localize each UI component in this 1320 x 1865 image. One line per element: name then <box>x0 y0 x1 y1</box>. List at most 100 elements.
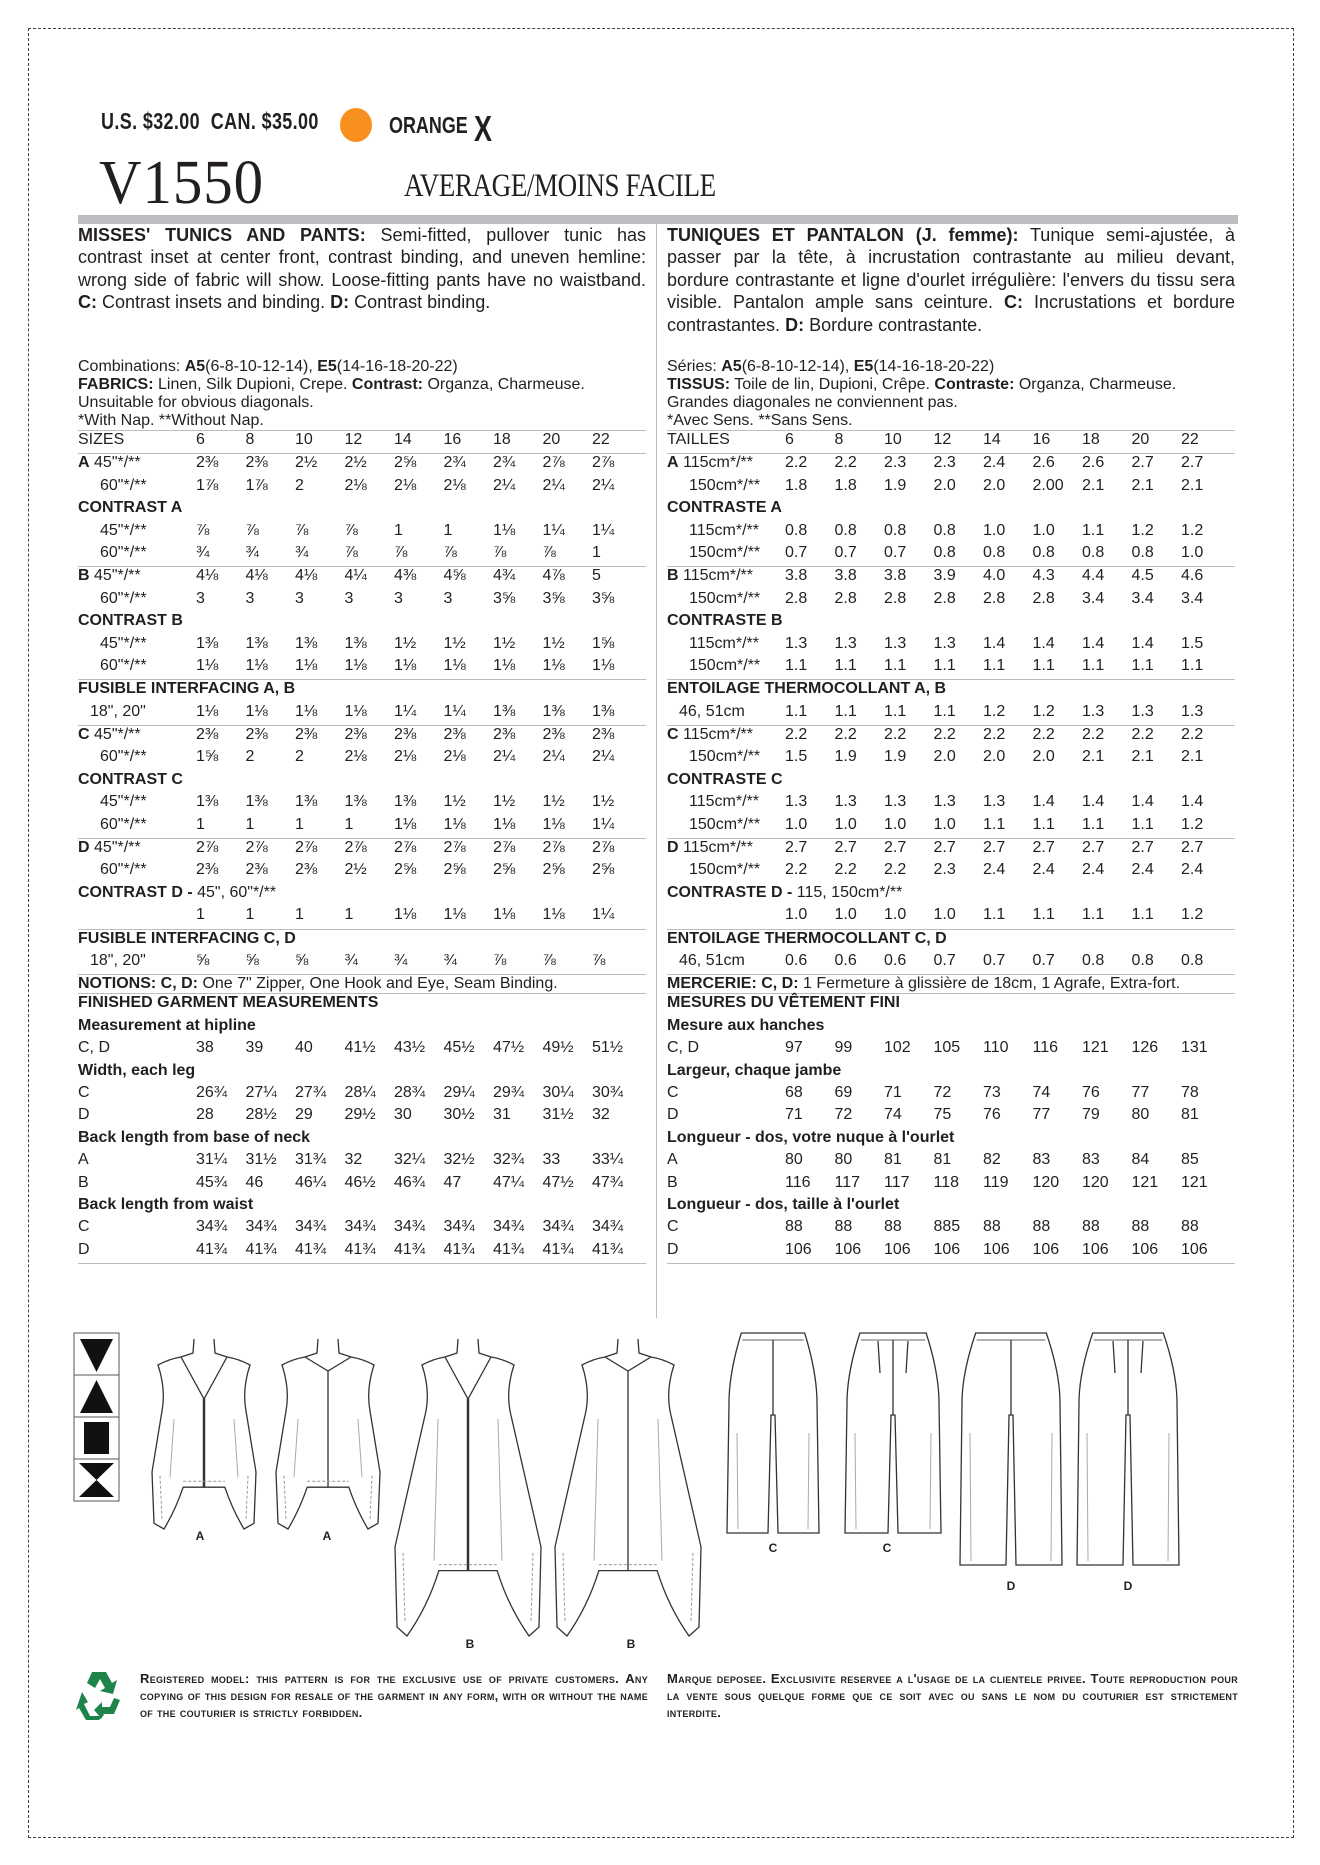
value-cell: 2.4 <box>983 861 1006 879</box>
heading-text: Measurement at hipline <box>78 1016 256 1034</box>
table-row: 115cm*/** 1.3 1.3 1.3 1.3 1.3 1.4 1.4 1.4 1.4 <box>667 793 1235 815</box>
fabric-width: 60"*/** <box>100 543 147 561</box>
value-cell: 106 <box>884 1240 911 1258</box>
heading-text: CONTRASTE C <box>667 770 783 788</box>
value-cell: 69 <box>834 1083 853 1101</box>
heading-text: MESURES DU VÊTEMENT FINI <box>667 994 900 1012</box>
section-heading: CONTRAST A <box>78 499 646 521</box>
section-heading: FINISHED GARMENT MEASUREMENTS <box>78 994 646 1016</box>
value-cell: 2.0 <box>933 748 956 766</box>
value-cell: ⅞ <box>196 521 210 539</box>
text-run: (6-8-10-12-14), <box>205 358 318 375</box>
value-cell: 106 <box>983 1240 1010 1258</box>
value-cell: 2¼ <box>592 476 615 494</box>
value-cell: 3.4 <box>1181 589 1204 607</box>
view-code: D <box>667 839 679 857</box>
row-label: D <box>667 1240 679 1258</box>
column-divider <box>656 224 657 1318</box>
section-heading: CONTRAST C <box>78 771 646 793</box>
pants-outline <box>726 1332 820 1534</box>
bold-run: D: <box>330 292 350 313</box>
value-cell: 68 <box>785 1083 803 1101</box>
fabric-width: 150cm*/** <box>689 656 761 674</box>
value-cell: 1⅛ <box>443 906 466 924</box>
intro-line: *Avec Sens. **Sans Sens. <box>667 412 1235 430</box>
row-label: A <box>667 1151 678 1169</box>
table-row: 150cm*/** 1.8 1.8 1.9 2.0 2.0 2.00 2.1 2.1 2.1 <box>667 477 1235 499</box>
table-row: 46, 51cm 1.1 1.1 1.1 1.1 1.2 1.2 1.3 1.3 1.3 <box>667 703 1235 725</box>
value-cell: 1⅝ <box>592 634 615 652</box>
bold-run: Contraste: <box>934 376 1015 393</box>
size-cell: 6 <box>785 431 794 448</box>
value-cell: 2.0 <box>1032 748 1055 766</box>
bold-run: TUNIQUES ET PANTALON (J. femme): <box>667 225 1019 245</box>
value-cell: 2⅜ <box>295 861 318 879</box>
value-cell: 2⅛ <box>344 476 367 494</box>
size-cell: 18 <box>493 431 511 448</box>
value-cell: 33 <box>542 1151 561 1169</box>
value-cell: 1.3 <box>1181 702 1204 720</box>
fabric-width: 115cm*/** <box>683 726 753 744</box>
value-cell: 1 <box>443 521 453 539</box>
value-cell: 1½ <box>443 634 466 652</box>
section-heading: Back length from waist <box>78 1196 646 1218</box>
view-code: A <box>667 454 679 472</box>
value-cell: 88 <box>884 1218 902 1236</box>
value-cell: 0.8 <box>933 521 956 539</box>
value-cell: 2⅜ <box>196 726 219 744</box>
value-cell: 28 <box>196 1106 214 1124</box>
bold-run: C: <box>1004 292 1023 313</box>
value-cell: 1.1 <box>785 656 808 674</box>
table-row: 150cm*/** 0.7 0.7 0.7 0.8 0.8 0.8 0.8 0.8 1.0 <box>667 544 1235 566</box>
value-cell: 2⅝ <box>394 454 417 472</box>
table-row: 45"*/** 1⅜ 1⅜ 1⅜ 1⅜ 1⅜ 1½ 1½ 1½ 1½ <box>78 793 646 815</box>
value-cell: 1⅛ <box>394 815 417 833</box>
value-cell: 31½ <box>245 1151 277 1169</box>
value-cell: 2⅜ <box>592 726 615 744</box>
text-run: Semi-fitted, pullover tunic has contrast… <box>78 225 646 290</box>
value-cell: ⅝ <box>295 951 309 969</box>
value-cell: 2.2 <box>834 726 857 744</box>
size-cell: 22 <box>1181 431 1199 448</box>
value-cell: 29½ <box>344 1106 376 1124</box>
value-cell: 0.7 <box>983 951 1006 969</box>
table-row: C, D 97 99 102 105 110 116 121 126 131 <box>667 1039 1235 1061</box>
drape-line <box>169 1418 239 1478</box>
value-cell: 1.5 <box>785 748 808 766</box>
value-cell: 3 <box>245 589 255 607</box>
intro-line: FABRICS: Linen, Silk Dupioni, Crepe. Con… <box>78 376 646 394</box>
table-row: 1.0 1.0 1.0 1.0 1.1 1.1 1.1 1.1 1.2 <box>667 906 1235 928</box>
value-cell: 1 <box>592 543 601 561</box>
view-code: B <box>78 567 90 585</box>
row-label: 46, 51cm <box>679 951 745 969</box>
value-cell: 2.2 <box>884 726 907 744</box>
heading-text: FUSIBLE INTERFACING C, D <box>78 929 296 947</box>
value-cell: 121 <box>1082 1039 1109 1057</box>
value-cell: 3.8 <box>884 567 907 585</box>
table-row: 1 1 1 1 1⅛ 1⅛ 1⅛ 1⅛ 1¼ <box>78 906 646 928</box>
text-run: *With Nap. **Without Nap. <box>78 412 264 429</box>
section-heading: Longueur - dos, votre nuque à l'ourlet <box>667 1129 1235 1151</box>
value-cell: 2⅜ <box>245 726 268 744</box>
value-cell: 34¾ <box>196 1218 228 1236</box>
value-cell: 1.0 <box>933 906 956 924</box>
value-cell: ¾ <box>394 951 408 969</box>
value-cell: 1⅜ <box>245 634 268 652</box>
table-row: A 31¼ 31½ 31¾ 32 32¼ 32½ 32¾ 33 33¼ <box>78 1151 646 1173</box>
fabric-width: 45"*/** <box>94 726 141 744</box>
value-cell: 1.1 <box>834 656 857 674</box>
value-cell: 1.1 <box>1032 656 1055 674</box>
size-cell: 10 <box>295 431 313 448</box>
value-cell: 33¼ <box>592 1151 624 1169</box>
value-cell: 1.8 <box>785 476 808 494</box>
row-label: 45"*/** <box>78 522 196 544</box>
value-cell: 2⅞ <box>196 839 219 857</box>
value-cell: 120 <box>1032 1173 1060 1191</box>
row-label: 115cm*/** <box>667 522 785 544</box>
value-cell: 79 <box>1082 1106 1100 1124</box>
value-cell: 34¾ <box>295 1218 327 1236</box>
size-cell: 14 <box>983 431 1001 448</box>
pants-outline <box>1076 1332 1180 1566</box>
section-heading: CONTRASTE A <box>667 499 1235 521</box>
table-row: C 45"*/** 2⅜ 2⅜ 2⅜ 2⅜ 2⅜ 2⅜ 2⅜ 2⅜ 2⅜ <box>78 726 646 748</box>
